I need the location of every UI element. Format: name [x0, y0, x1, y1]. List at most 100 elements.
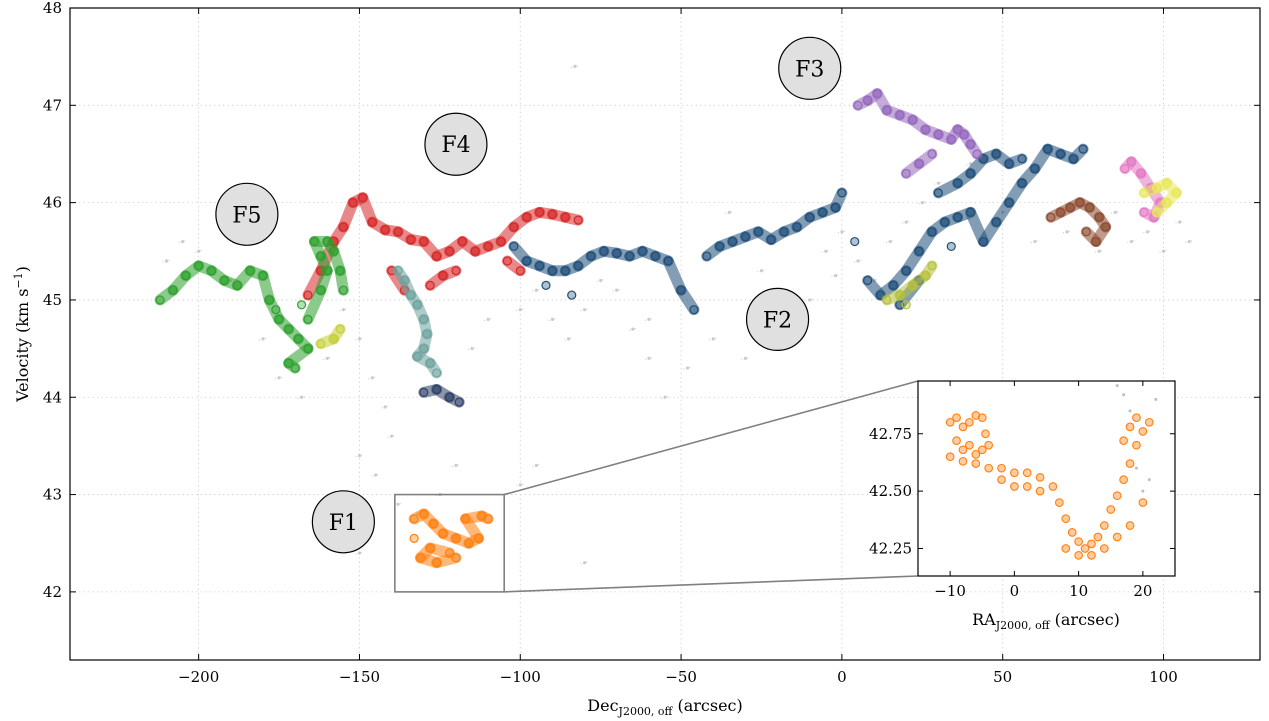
inset-point — [1093, 532, 1103, 542]
series-7 — [1045, 197, 1112, 248]
inset-point — [997, 475, 1006, 484]
background-trail — [1143, 230, 1152, 234]
inset-point — [1106, 505, 1116, 514]
background-trail — [580, 308, 589, 312]
inset-point — [1061, 544, 1071, 553]
background-trail — [660, 395, 670, 399]
zoom-connector — [394, 380, 919, 593]
inset-point — [971, 450, 981, 459]
filament-label-circle — [778, 36, 842, 100]
series-ribbon — [328, 323, 346, 345]
inset-background-points — [1115, 384, 1158, 493]
inset-point — [958, 456, 968, 466]
background-trail — [297, 395, 306, 399]
series-point — [432, 368, 442, 378]
y-tick-label: 42 — [43, 583, 62, 601]
series-point — [837, 188, 847, 198]
x-tick-label: 0 — [837, 668, 847, 686]
series-1 — [508, 143, 1089, 316]
background-trail — [837, 230, 847, 234]
inset-ticks: −10 0 10 20 42.25 42.50 42.75 — [869, 381, 1175, 600]
inset-point — [952, 413, 961, 423]
inset-point — [981, 429, 990, 439]
inset-x-tick-label: −10 — [934, 582, 966, 600]
background-trail — [258, 337, 268, 341]
y-axis-label-sup: −1 — [12, 272, 25, 288]
inset-point — [984, 440, 994, 450]
background-trail — [323, 356, 332, 360]
series-ribbon — [444, 391, 465, 408]
inset-background-point — [1141, 489, 1145, 493]
inset-point — [1132, 440, 1141, 450]
inset-point — [965, 440, 974, 450]
series-point — [972, 149, 982, 159]
inset-point — [958, 445, 968, 455]
series-layer — [154, 88, 1182, 569]
filament-label: F1 — [329, 511, 358, 536]
inset-point — [984, 463, 994, 473]
background-trail — [274, 376, 284, 380]
background-trail — [1175, 220, 1184, 224]
series-ribbon — [424, 542, 456, 559]
inset-point — [1138, 427, 1148, 436]
inset-chart: −10 0 10 20 42.25 42.50 42.75 RAJ2000, off (ar… — [869, 380, 1176, 632]
series-point — [1017, 154, 1027, 164]
series-point — [451, 266, 461, 276]
inset-point — [1074, 537, 1083, 546]
series-9 — [1138, 177, 1182, 218]
series-ribbon — [1138, 206, 1160, 223]
inset-point — [971, 459, 981, 468]
series-point — [338, 285, 348, 295]
series-11 — [315, 323, 346, 350]
inset-y-tick-label: 42.75 — [869, 425, 912, 443]
inset-point — [1048, 482, 1058, 491]
background-trail — [596, 278, 605, 283]
background-trail — [532, 463, 541, 467]
inset-point — [1080, 544, 1090, 553]
inset-x-tick-label: 0 — [1010, 582, 1020, 600]
series-10 — [881, 260, 938, 310]
background-trail — [934, 181, 943, 185]
series-point — [901, 168, 911, 179]
inset-point — [1010, 468, 1019, 478]
x-axis-label: DecJ2000, off (arcsec) — [587, 696, 742, 718]
series-point — [1078, 144, 1088, 154]
background-trail — [355, 551, 364, 555]
background-trail — [580, 561, 589, 565]
background-trail — [831, 274, 840, 278]
background-trail — [1062, 230, 1072, 234]
inset-point — [997, 463, 1006, 473]
series-ribbon — [829, 187, 848, 213]
series-5 — [408, 508, 494, 569]
background-trail — [570, 64, 580, 68]
background-trail — [548, 317, 557, 321]
background-trail — [853, 259, 863, 263]
filament-label: F5 — [232, 203, 261, 228]
inset-background — [918, 381, 1175, 576]
inset-point — [1099, 521, 1109, 530]
series-point — [927, 261, 937, 271]
series-point — [296, 300, 307, 310]
x-tick-label: 100 — [1149, 668, 1178, 686]
series-point — [409, 533, 419, 543]
y-tick-label: 46 — [43, 194, 62, 212]
y-tick-label: 43 — [43, 486, 62, 504]
plot-frame — [69, 7, 1261, 661]
inset-background-point — [1147, 478, 1151, 482]
series-point — [454, 397, 464, 407]
x-tick-label: −200 — [178, 668, 219, 686]
inset-point — [1054, 498, 1064, 507]
background-trail — [644, 356, 654, 360]
background-trail — [1159, 249, 1168, 253]
inset-point — [1144, 417, 1154, 427]
filament-label-circle — [745, 287, 810, 352]
filament-labels: F1 F2 F3 F4 F5 — [215, 36, 842, 554]
y-axis-label-end: ) — [13, 266, 32, 272]
inset-point — [1138, 498, 1148, 507]
background-trail — [741, 356, 750, 360]
background-trail — [339, 308, 348, 312]
background-trail — [393, 502, 403, 506]
series-ribbon — [501, 255, 526, 277]
inset-point — [1067, 528, 1077, 537]
